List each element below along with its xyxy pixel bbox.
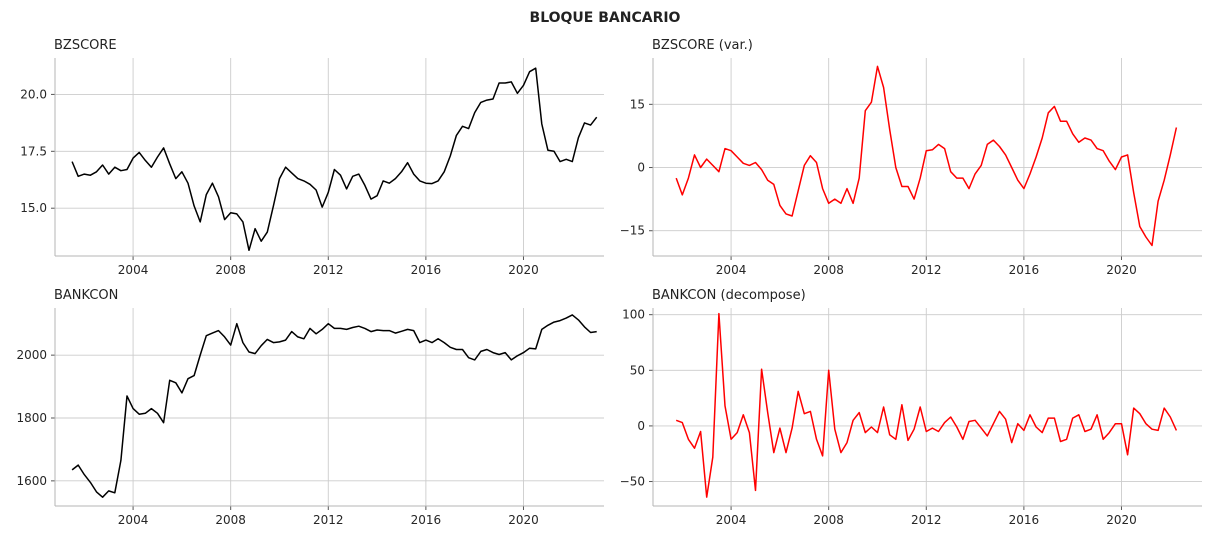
- figure-title: BLOQUE BANCARIO: [530, 10, 681, 26]
- x-tick-label: 2004: [118, 513, 149, 527]
- x-tick-label: 2020: [1106, 263, 1137, 277]
- chart-title: BANKCON (decompose): [652, 288, 806, 303]
- series-line: [71, 67, 598, 252]
- chart-bzscore: BZSCORE 2004 2008 2012 2016 2020 15.0 17.5 20.0: [20, 38, 604, 277]
- x-tick-label: 2012: [313, 263, 344, 277]
- chart-bankcon: BANKCON 2004 2008 2012 2016 2020 1600 1800 2000: [16, 288, 604, 527]
- x-tick-label: 2020: [508, 513, 539, 527]
- series-line: [71, 314, 597, 498]
- y-tick-label: 17.5: [20, 144, 47, 158]
- x-tick-label: 2016: [411, 513, 442, 527]
- series-line: [675, 65, 1178, 247]
- chart-title: BANKCON: [54, 288, 118, 303]
- x-tick-label: 2008: [215, 263, 246, 277]
- x-tick-label: 2012: [313, 513, 344, 527]
- x-tick-label: 2004: [716, 263, 747, 277]
- y-tick-label: 100: [622, 308, 645, 322]
- y-tick-label: 15: [630, 97, 645, 111]
- y-tick-label: 1600: [16, 474, 47, 488]
- y-tick-label: −50: [620, 475, 645, 489]
- x-tick-label: 2016: [1009, 513, 1040, 527]
- series-line: [675, 312, 1178, 498]
- x-tick-label: 2008: [813, 513, 844, 527]
- y-tick-label: −15: [620, 224, 645, 238]
- x-tick-label: 2020: [508, 263, 539, 277]
- x-tick-label: 2004: [716, 513, 747, 527]
- y-tick-label: 20.0: [20, 87, 47, 101]
- y-tick-label: 2000: [16, 348, 47, 362]
- y-tick-label: 50: [630, 363, 645, 377]
- chart-bankcon-decompose: BANKCON (decompose) 2004 2008 2012 2016 2020 −…: [620, 288, 1202, 527]
- x-tick-label: 2012: [911, 263, 942, 277]
- y-tick-label: 0: [637, 161, 645, 175]
- y-tick-label: 1800: [16, 411, 47, 425]
- x-tick-label: 2016: [411, 263, 442, 277]
- x-tick-label: 2020: [1106, 513, 1137, 527]
- y-tick-label: 0: [637, 419, 645, 433]
- chart-title: BZSCORE (var.): [652, 38, 753, 53]
- chart-bzscore-var: BZSCORE (var.) 2004 2008 2012 2016 2020 −15 0 15: [620, 38, 1202, 277]
- x-tick-label: 2016: [1009, 263, 1040, 277]
- x-tick-label: 2008: [813, 263, 844, 277]
- chart-title: BZSCORE: [54, 38, 117, 53]
- x-tick-label: 2004: [118, 263, 149, 277]
- y-tick-label: 15.0: [20, 201, 47, 215]
- x-tick-label: 2012: [911, 513, 942, 527]
- x-tick-label: 2008: [215, 513, 246, 527]
